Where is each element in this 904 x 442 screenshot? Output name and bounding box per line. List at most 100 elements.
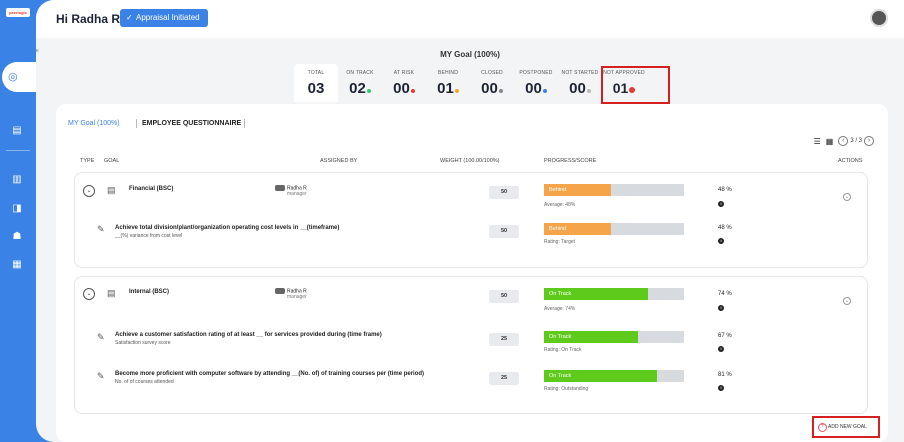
action-icon[interactable]: ⌄ bbox=[843, 297, 851, 305]
assignee-name: Radha R bbox=[287, 288, 307, 295]
weight-box[interactable]: 50 bbox=[489, 225, 519, 238]
goal-type-icon: ▤ bbox=[107, 185, 116, 195]
stat-on-track[interactable]: ON TRACK 02 bbox=[338, 64, 382, 102]
goal-description: Satisfaction survey score bbox=[115, 340, 171, 346]
action-icon[interactable]: ⌄ bbox=[843, 193, 851, 201]
tab-my-goal[interactable]: MY Goal (100%) bbox=[68, 120, 120, 127]
progress-bar: Behind bbox=[544, 184, 684, 196]
stat-label: NOT APPROVED bbox=[603, 70, 645, 76]
progress-fill: Behind bbox=[544, 223, 612, 235]
goal-type-icon: ▤ bbox=[107, 288, 116, 298]
add-new-goal-button[interactable]: ADD NEW GOAL bbox=[812, 416, 880, 438]
stat-label: CLOSED bbox=[481, 70, 503, 76]
stat-label: ON TRACK bbox=[346, 70, 374, 76]
stat-label: BEHIND bbox=[437, 70, 459, 76]
next-page-button[interactable]: › bbox=[864, 136, 874, 146]
sidebar-divider bbox=[6, 150, 30, 151]
col-progress: PROGRESS/SCORE bbox=[544, 158, 597, 164]
subgoal-icon: ✎ bbox=[97, 371, 105, 381]
avatar[interactable] bbox=[870, 9, 888, 27]
goal-row-child: ✎ Become more proficient with computer s… bbox=[75, 366, 869, 406]
greeting: Hi Radha R bbox=[56, 12, 121, 26]
topbar: Hi Radha R Appraisal Initiated bbox=[36, 0, 904, 38]
weight-box[interactable]: 25 bbox=[489, 372, 519, 385]
goal-description: No. of of courses attended bbox=[115, 379, 174, 385]
goal-title: Achieve a customer satisfaction rating o… bbox=[115, 332, 382, 338]
goal-stats: TOTAL 03 ON TRACK 02 AT RISK 00 BEHIND 01 CLOSED… bbox=[294, 64, 646, 104]
stat-not-approved[interactable]: NOT APPROVED 01 bbox=[602, 64, 646, 102]
stat-number: 00 bbox=[481, 80, 498, 97]
rating-label: Rating: Outstanding bbox=[544, 386, 589, 392]
goal-row-child: ✎ Achieve total division/plant/organizat… bbox=[75, 219, 869, 259]
chevron-down-icon[interactable]: ⌄ bbox=[83, 185, 95, 197]
pagination: ‹ 3 / 3 › bbox=[838, 136, 874, 146]
stat-label: POSTPONED bbox=[519, 70, 553, 76]
tab-employee-questionnaire[interactable]: EMPLOYEE QUESTIONNAIRE bbox=[142, 120, 242, 127]
info-icon[interactable]: i bbox=[718, 305, 724, 311]
progress-bar: Behind bbox=[544, 223, 684, 235]
stat-not-started[interactable]: NOT STARTED 00 bbox=[558, 64, 602, 102]
rating-label: Rating: On Track bbox=[544, 347, 582, 353]
stat-value: 03 bbox=[294, 80, 338, 97]
tab-divider bbox=[136, 119, 137, 128]
list-view-icon[interactable]: ☰ bbox=[813, 136, 821, 146]
status-dot bbox=[366, 89, 371, 93]
goal-summary-title: MY Goal (100%) bbox=[440, 50, 500, 59]
highlight-not-approved bbox=[601, 66, 670, 104]
calendar-icon[interactable]: ▦ bbox=[12, 259, 22, 270]
progress-fill: Behind bbox=[544, 184, 612, 196]
progress-fill: On Track bbox=[544, 288, 648, 300]
team-icon[interactable]: ☗ bbox=[12, 231, 22, 242]
appraisal-status-button[interactable]: Appraisal Initiated bbox=[120, 9, 208, 27]
stat-closed[interactable]: CLOSED 00 bbox=[470, 64, 514, 102]
grid-view-icon[interactable]: ▦ bbox=[825, 136, 834, 146]
info-icon[interactable]: i bbox=[718, 201, 724, 207]
collapse-icon[interactable]: ⇥ bbox=[36, 46, 39, 55]
info-icon[interactable]: i bbox=[718, 238, 724, 244]
stat-label: TOTAL bbox=[307, 70, 325, 76]
assignee-avatar bbox=[275, 288, 285, 294]
progress-fill: On Track bbox=[544, 331, 638, 343]
document-icon[interactable]: ▤ bbox=[12, 125, 22, 136]
view-controls: ☰ ▦ ‹ 3 / 3 › bbox=[814, 136, 874, 146]
chart-icon[interactable]: ▥ bbox=[12, 174, 22, 185]
prev-page-button[interactable]: ‹ bbox=[838, 136, 849, 146]
stat-behind[interactable]: BEHIND 01 bbox=[426, 64, 470, 102]
subgoal-icon: ✎ bbox=[97, 332, 105, 342]
info-icon[interactable]: i bbox=[718, 346, 724, 352]
weight-box[interactable]: 50 bbox=[489, 290, 519, 303]
assignee-role: manager bbox=[287, 191, 307, 198]
logo: peerlogix bbox=[6, 8, 30, 17]
assignee-avatar bbox=[275, 185, 285, 191]
col-weight: WEIGHT (100.00/100%) bbox=[440, 158, 500, 164]
book-icon[interactable]: ◨ bbox=[12, 203, 22, 214]
weight-box[interactable]: 50 bbox=[489, 186, 519, 199]
stat-total[interactable]: TOTAL 03 bbox=[294, 64, 338, 102]
stat-at-risk[interactable]: AT RISK 00 bbox=[382, 64, 426, 102]
info-icon[interactable]: i bbox=[718, 385, 724, 391]
stat-number: 01 bbox=[437, 80, 454, 97]
progress-percent: 48 % bbox=[718, 187, 732, 193]
stat-value: 00 bbox=[514, 80, 558, 97]
stat-number: 00 bbox=[393, 80, 410, 97]
progress-fill: On Track bbox=[544, 370, 658, 382]
stat-postponed[interactable]: POSTPONED 00 bbox=[514, 64, 558, 102]
stat-number: 03 bbox=[307, 80, 325, 97]
sidebar: peerlogix ◎ ▤ ▥ ◨ ☗ ▦ bbox=[0, 0, 38, 442]
stat-number: 01 bbox=[612, 80, 629, 96]
target-icon: ◎ bbox=[8, 71, 18, 83]
sidebar-item-goals[interactable]: ◎ bbox=[2, 62, 38, 92]
goal-row-child: ✎ Achieve a customer satisfaction rating… bbox=[75, 327, 869, 367]
stat-number: 00 bbox=[569, 80, 586, 97]
status-dot bbox=[410, 89, 415, 93]
weight-box[interactable]: 25 bbox=[489, 333, 519, 346]
chevron-down-icon[interactable]: ⌄ bbox=[83, 288, 95, 300]
progress-percent: 67 % bbox=[718, 333, 732, 339]
status-dot bbox=[542, 89, 547, 93]
